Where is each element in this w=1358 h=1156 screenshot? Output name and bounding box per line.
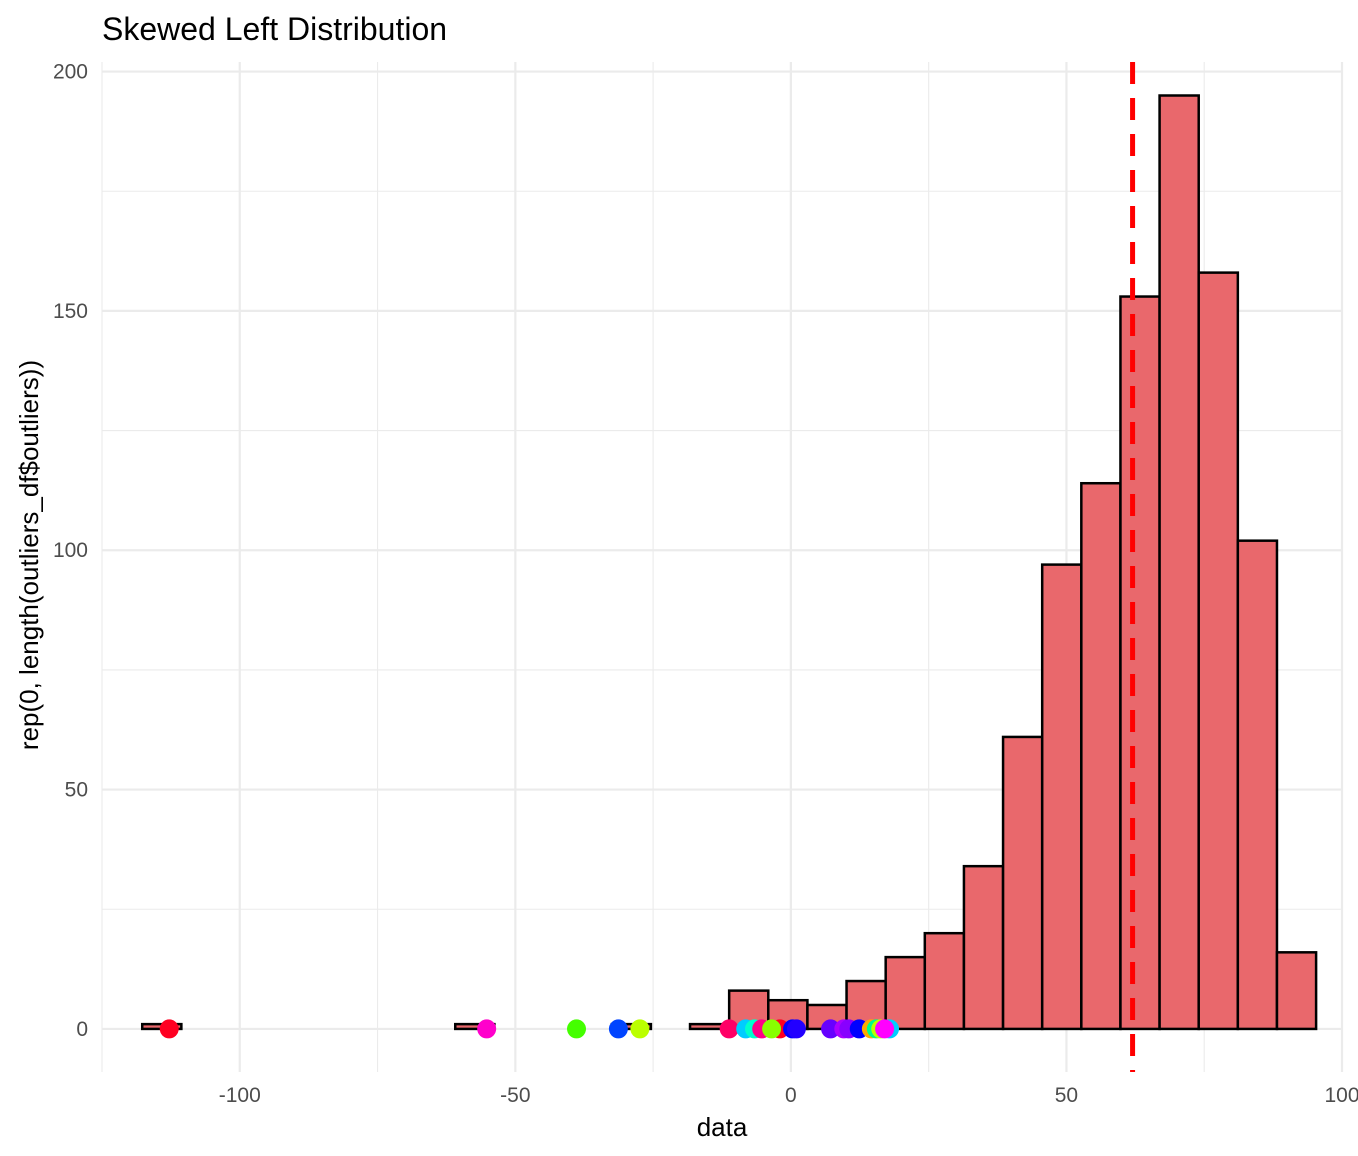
histogram-bar [884,955,927,1031]
y-tick-label: 200 [53,61,88,84]
x-tick-label: -50 [500,1084,530,1107]
histogram-bar [1001,735,1044,1031]
outlier-point [630,1019,650,1039]
x-tick-label: 0 [785,1084,797,1107]
outlier-point [719,1019,739,1039]
x-axis-title: data [697,1112,748,1142]
y-tick-label: 150 [53,300,88,323]
x-tick-label: 50 [1055,1084,1078,1107]
histogram-bar [1119,295,1161,1031]
outlier-point [608,1019,628,1039]
outlier-point [567,1019,587,1039]
outlier-point [821,1019,841,1039]
y-axis-title: rep(0, length(outliers_df$outliers)) [14,360,44,750]
x-tick-label: 100 [1324,1084,1358,1107]
x-axis-ticks: -100 -50 0 50 100 [219,1084,1358,1107]
histogram-bars [140,94,1318,1031]
histogram-bar [1040,563,1083,1031]
histogram-bar [1275,951,1318,1031]
outlier-points [159,1019,900,1039]
y-tick-label: 0 [76,1018,88,1041]
histogram-bar [962,864,1005,1031]
x-tick-label: -100 [219,1084,261,1107]
y-axis-ticks: 0 50 100 150 200 [53,61,88,1041]
histogram-bar [1236,539,1279,1031]
outlier-point [477,1019,497,1039]
histogram-bar [1158,94,1200,1031]
outlier-point [159,1019,179,1039]
y-tick-label: 50 [65,779,88,802]
y-tick-label: 100 [53,539,88,562]
histogram-bar [923,931,966,1031]
histogram-bar [1080,481,1122,1031]
histogram-bar [1197,271,1240,1031]
outlier-point [786,1019,806,1039]
outlier-point [762,1019,782,1039]
chart-title: Skewed Left Distribution [102,11,447,47]
outlier-point [875,1019,895,1039]
